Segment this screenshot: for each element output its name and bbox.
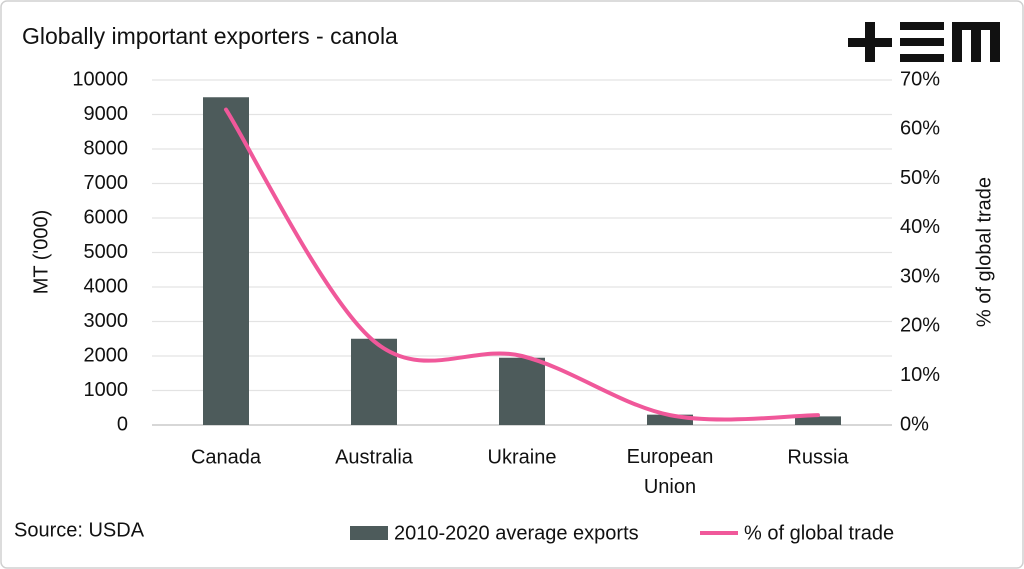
x-tick-label: Canada — [191, 446, 262, 468]
y2-tick-label: 50% — [900, 167, 940, 189]
chart-title: Globally important exporters - canola — [22, 23, 398, 49]
y-tick-label: 0 — [117, 413, 128, 435]
logo — [848, 22, 1000, 62]
line — [224, 107, 820, 422]
y-tick-label: 1000 — [84, 379, 129, 401]
x-tick-label: Australia — [335, 446, 414, 468]
legend-label: 2010-2020 average exports — [394, 522, 639, 544]
bar — [795, 416, 841, 425]
y2-tick-label: 10% — [900, 364, 940, 386]
y2-axis-title: % of global trade — [973, 177, 995, 327]
bar — [203, 97, 249, 425]
y2-tick-label: 0% — [900, 413, 929, 435]
y-tick-label: 9000 — [84, 103, 129, 125]
x-tick-label: Ukraine — [488, 446, 557, 468]
y2-tick-label: 70% — [900, 68, 940, 90]
y-tick-label: 5000 — [84, 241, 129, 263]
y-tick-label: 10000 — [72, 68, 128, 90]
y-tick-label: 4000 — [84, 275, 129, 297]
y2-tick-label: 30% — [900, 265, 940, 287]
y2-tick-label: 60% — [900, 118, 940, 140]
legend-swatch — [350, 526, 388, 540]
bar — [499, 357, 545, 425]
y-tick-label: 8000 — [84, 137, 129, 159]
y-tick-label: 2000 — [84, 344, 129, 366]
y-axis-title: MT ('000) — [30, 210, 52, 295]
legend-label: % of global trade — [744, 522, 894, 544]
y-tick-label: 3000 — [84, 310, 129, 332]
bar — [647, 414, 693, 425]
source-note: Source: USDA — [14, 519, 145, 541]
y2-tick-label: 20% — [900, 315, 940, 337]
x-tick-label: Russia — [787, 446, 849, 468]
y2-tick-label: 40% — [900, 216, 940, 238]
x-tick-label: European Union — [627, 446, 714, 498]
y-tick-label: 7000 — [84, 172, 129, 194]
y-tick-label: 6000 — [84, 206, 129, 228]
